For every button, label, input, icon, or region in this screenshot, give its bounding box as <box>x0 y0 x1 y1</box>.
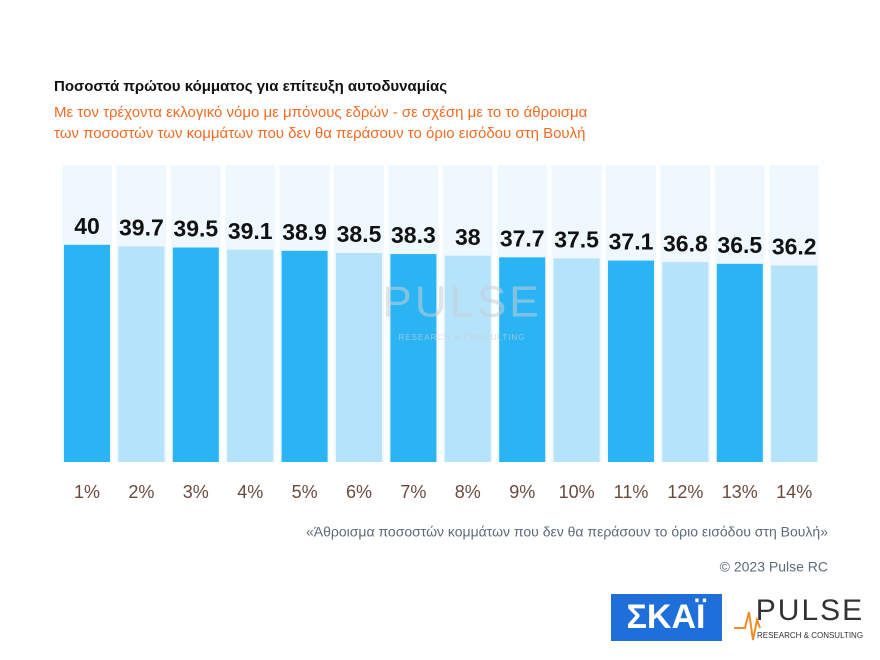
bar <box>771 265 818 462</box>
value-label: 38 <box>455 224 481 250</box>
value-label: 39.5 <box>173 216 218 242</box>
watermark: PULSE <box>382 278 541 327</box>
watermark-tagline: RESEARCH & CONSULTING <box>398 333 525 342</box>
value-label: 36.8 <box>663 230 708 256</box>
value-label: 37.7 <box>500 225 545 251</box>
pulse-logo-tagline: RESEARCH & CONSULTING <box>757 631 863 640</box>
x-tick-label: 9% <box>509 482 535 502</box>
x-tick-label: 5% <box>292 482 318 502</box>
x-tick-label: 8% <box>455 482 481 502</box>
value-label: 37.5 <box>554 226 599 252</box>
x-tick-label: 12% <box>667 482 703 502</box>
plot: 40 1% 39.7 2% 39.5 3% 39.1 4% 38.9 5% 38.5 6% 38.3 7%… <box>62 165 820 502</box>
x-tick-label: 3% <box>183 482 209 502</box>
x-axis-label: «Άθροισμα ποσοστών κομμάτων που δεν θα π… <box>306 524 828 540</box>
x-tick-label: 11% <box>614 482 649 502</box>
value-label: 38.5 <box>337 221 382 247</box>
x-tick-label: 6% <box>346 482 372 502</box>
value-label: 39.1 <box>228 218 273 244</box>
value-label: 40 <box>74 213 100 239</box>
value-label: 39.7 <box>119 215 164 241</box>
bar <box>336 252 382 462</box>
bar <box>608 260 654 462</box>
chart-subtitle: Με τον τρέχοντα εκλογικό νόμο με μπόνους… <box>54 104 588 121</box>
x-tick-label: 1% <box>74 482 100 502</box>
pulse-logo-wave <box>734 611 761 641</box>
x-tick-label: 4% <box>237 482 263 502</box>
skai-logo-box <box>611 594 722 641</box>
value-label: 37.1 <box>609 229 654 255</box>
copyright: © 2023 Pulse RC <box>720 559 828 575</box>
bar <box>64 244 110 462</box>
bar <box>172 247 219 462</box>
bar <box>553 258 600 462</box>
bar <box>716 263 763 462</box>
x-tick-label: 13% <box>722 482 758 502</box>
value-label: 38.3 <box>391 222 436 248</box>
bar <box>281 250 328 462</box>
bar <box>662 262 709 462</box>
x-tick-label: 14% <box>776 482 812 502</box>
value-label: 36.2 <box>772 234 817 260</box>
value-label: 38.9 <box>282 219 327 245</box>
bar <box>227 249 274 462</box>
bar <box>390 254 437 462</box>
chart-subtitle: των ποσοστών των κομμάτων που δεν θα περ… <box>54 125 585 142</box>
bar <box>499 257 546 462</box>
x-tick-label: 2% <box>128 482 154 502</box>
bar <box>444 255 491 462</box>
x-tick-label: 10% <box>559 482 595 502</box>
bar <box>118 246 165 462</box>
value-label: 36.5 <box>717 232 762 258</box>
skai-logo: ΣΚΑΪ <box>627 598 708 636</box>
pulse-logo: PULSE <box>756 594 864 627</box>
x-tick-label: 7% <box>400 482 426 502</box>
chart-title: Ποσοστά πρώτου κόμματος για επίτευξη αυτ… <box>54 78 447 95</box>
